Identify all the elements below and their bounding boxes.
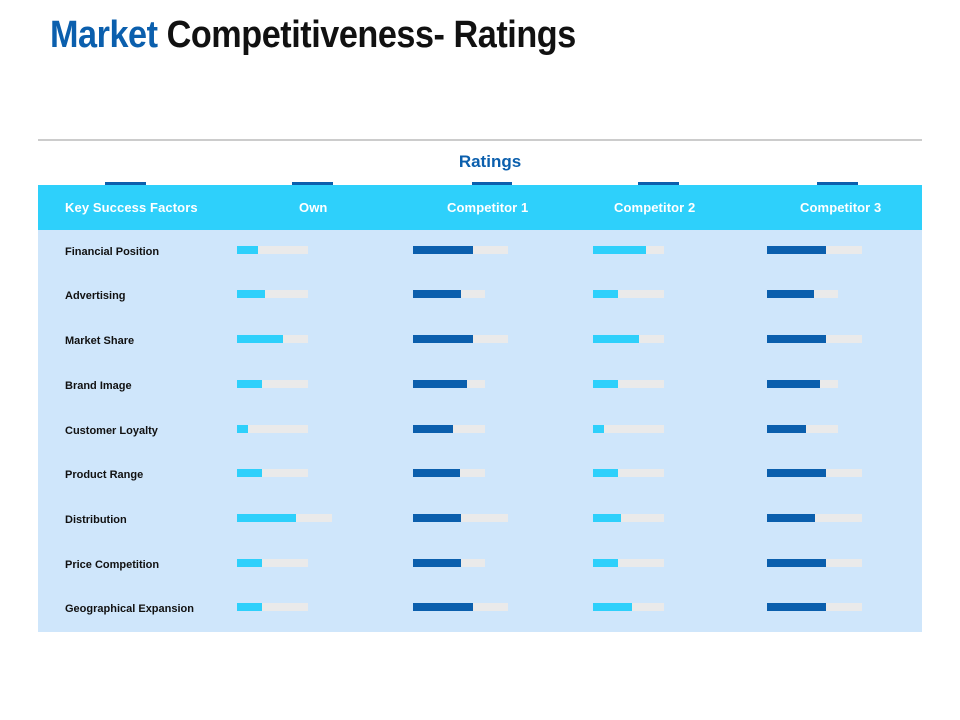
rating-bar-own	[237, 469, 262, 477]
header-competitor-3: Competitor 3	[800, 200, 882, 215]
row-label: Customer Loyalty	[65, 425, 158, 437]
rating-bar-own	[237, 425, 248, 433]
rating-track-competitor-1	[413, 335, 508, 343]
rating-bar-competitor-1	[413, 246, 473, 254]
row-label: Price Competition	[65, 559, 160, 571]
rating-bar-competitor-3	[767, 425, 806, 433]
rating-track-competitor-3	[767, 603, 862, 611]
rating-bar-competitor-3	[767, 246, 826, 254]
rating-track-competitor-2	[593, 246, 664, 254]
row-label: Product Range	[65, 469, 144, 481]
rating-bar-competitor-2	[593, 335, 639, 343]
rating-bar-competitor-1	[413, 290, 461, 298]
header-key-success-factors: Key Success Factors	[65, 200, 198, 215]
rating-bar-competitor-2	[593, 425, 604, 433]
rating-track-own	[237, 559, 308, 567]
rating-track-own	[237, 380, 308, 388]
rating-bar-competitor-2	[593, 559, 618, 567]
rating-bar-competitor-3	[767, 514, 815, 522]
rating-bar-competitor-1	[413, 559, 461, 567]
page-title: Market Competitiveness- Ratings	[50, 14, 576, 57]
ratings-group-label: Ratings	[458, 152, 522, 171]
rating-bar-own	[237, 559, 262, 567]
rating-bar-own	[237, 380, 262, 388]
rating-track-own	[237, 514, 332, 522]
rating-track-competitor-1	[413, 603, 508, 611]
row-label: Financial Position	[65, 246, 160, 258]
rating-bar-competitor-3	[767, 603, 826, 611]
rating-track-competitor-3	[767, 559, 862, 567]
rating-bar-competitor-3	[767, 290, 814, 298]
rating-track-competitor-1	[413, 290, 485, 298]
rating-bar-competitor-1	[413, 514, 461, 522]
rating-bar-own	[237, 514, 296, 522]
top-divider	[38, 139, 922, 141]
rating-bar-competitor-1	[413, 425, 453, 433]
rating-track-competitor-3	[767, 425, 838, 433]
rating-track-competitor-1	[413, 559, 485, 567]
rating-track-competitor-1	[413, 246, 508, 254]
rating-bar-competitor-1	[413, 469, 460, 477]
rating-bar-competitor-2	[593, 380, 618, 388]
rating-track-competitor-1	[413, 425, 485, 433]
rating-track-own	[237, 246, 308, 254]
title-accent: Market	[50, 14, 158, 56]
rating-bar-competitor-1	[413, 335, 473, 343]
header-competitor-2: Competitor 2	[614, 200, 696, 215]
rating-track-competitor-1	[413, 514, 508, 522]
rating-bar-competitor-2	[593, 469, 618, 477]
rating-bar-own	[237, 335, 283, 343]
rating-track-competitor-2	[593, 425, 664, 433]
rating-track-competitor-3	[767, 335, 862, 343]
rating-bar-competitor-3	[767, 335, 826, 343]
column-tab-competitor-1	[472, 182, 512, 186]
title-rest: Competitiveness- Ratings	[166, 14, 577, 56]
rating-bar-own	[237, 290, 265, 298]
rating-bar-own	[237, 603, 262, 611]
rating-bar-competitor-2	[593, 290, 618, 298]
rating-bar-competitor-3	[767, 469, 826, 477]
rating-track-own	[237, 603, 308, 611]
rating-track-own	[237, 425, 308, 433]
rating-track-competitor-3	[767, 290, 838, 298]
header-competitor-1: Competitor 1	[447, 200, 529, 215]
row-label: Market Share	[65, 335, 135, 347]
rating-track-own	[237, 290, 308, 298]
column-tab-competitor-2	[638, 182, 679, 186]
table-header	[38, 185, 922, 230]
rating-track-competitor-3	[767, 380, 838, 388]
column-tab-own	[292, 182, 333, 186]
rating-bar-competitor-2	[593, 603, 632, 611]
rating-track-competitor-3	[767, 514, 862, 522]
rating-track-competitor-2	[593, 603, 664, 611]
column-tab-competitor-3	[817, 182, 858, 186]
rating-track-competitor-3	[767, 469, 862, 477]
rating-track-competitor-2	[593, 290, 664, 298]
rating-track-competitor-2	[593, 559, 664, 567]
column-tab-factors	[105, 182, 146, 186]
rating-bar-competitor-1	[413, 603, 473, 611]
header-own: Own	[299, 200, 328, 215]
rating-track-competitor-2	[593, 335, 664, 343]
row-label: Advertising	[65, 290, 126, 302]
row-label: Brand Image	[65, 380, 132, 392]
rating-bar-competitor-2	[593, 514, 621, 522]
rating-track-competitor-2	[593, 514, 664, 522]
rating-track-competitor-1	[413, 380, 485, 388]
rating-bar-competitor-3	[767, 380, 820, 388]
rating-track-competitor-1	[413, 469, 485, 477]
rating-track-competitor-3	[767, 246, 862, 254]
rating-bar-competitor-3	[767, 559, 826, 567]
rating-bar-competitor-2	[593, 246, 646, 254]
rating-track-own	[237, 335, 308, 343]
rating-track-competitor-2	[593, 380, 664, 388]
rating-track-competitor-2	[593, 469, 664, 477]
rating-bar-own	[237, 246, 258, 254]
rating-track-own	[237, 469, 308, 477]
row-label: Geographical Expansion	[65, 603, 194, 615]
rating-bar-competitor-1	[413, 380, 467, 388]
row-label: Distribution	[65, 514, 127, 526]
